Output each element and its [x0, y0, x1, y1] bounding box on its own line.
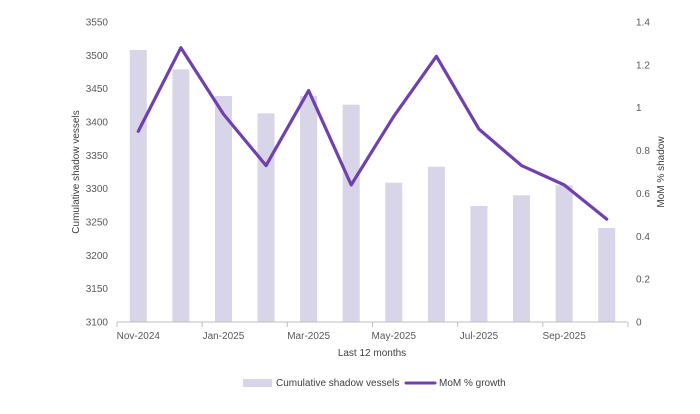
- y-left-tick-label: 3550: [86, 18, 109, 29]
- y-right-tick-label: 0.6: [636, 189, 650, 200]
- bar-feb-2025: [258, 113, 275, 322]
- legend-label-line: MoM % growth: [439, 378, 506, 389]
- y-left-axis-title: Cumulative shadow vessels: [71, 110, 82, 233]
- y-left-tick-label: 3450: [86, 84, 109, 95]
- y-left-tick-label: 3350: [86, 151, 109, 162]
- legend-swatch-bars: [243, 379, 272, 387]
- y-left-tick-label: 3300: [86, 184, 109, 195]
- y-left-tick-label: 3250: [86, 218, 109, 229]
- x-axis-title: Last 12 months: [338, 348, 406, 359]
- legend: Cumulative shadow vessels MoM % growth: [243, 378, 506, 389]
- y-right-tick-label: 1.4: [636, 18, 650, 29]
- y-left-ticks: 3100 3150 3200 3250 3300 3350 3400 3450 3500 3550: [86, 18, 109, 329]
- axes-layer: [117, 322, 628, 327]
- y-right-tick-label: 0: [636, 318, 642, 329]
- bar-mar-2025: [300, 96, 317, 322]
- x-tick-label: Jul-2025: [460, 331, 499, 342]
- bar-apr-2025: [343, 105, 360, 322]
- y-right-axis-title: MoM % shadow: [656, 136, 667, 208]
- y-left-tick-label: 3100: [86, 318, 109, 329]
- y-right-tick-label: 0.8: [636, 146, 650, 157]
- bar-may-2025: [385, 183, 402, 322]
- x-tick-label: Mar-2025: [287, 331, 330, 342]
- y-right-tick-label: 0.2: [636, 275, 650, 286]
- y-right-tick-label: 1.2: [636, 60, 650, 71]
- y-right-tick-label: 1: [636, 103, 642, 114]
- bar-jan-2025: [215, 96, 232, 322]
- bars-layer: [130, 50, 615, 322]
- line-layer: [138, 48, 606, 219]
- y-left-tick-label: 3150: [86, 284, 109, 295]
- bar-sep-2025: [556, 185, 573, 322]
- x-tick-label: Jan-2025: [203, 331, 245, 342]
- x-tick-label: Nov-2024: [117, 331, 161, 342]
- y-left-tick-label: 3500: [86, 51, 109, 62]
- mom-growth-line: [138, 48, 606, 219]
- bar-jul-2025: [470, 206, 487, 322]
- y-left-tick-label: 3400: [86, 118, 109, 129]
- bar-oct-2025: [598, 228, 615, 322]
- legend-label-bars: Cumulative shadow vessels: [276, 378, 399, 389]
- bar-aug-2025: [513, 195, 530, 322]
- y-right-ticks: 0 0.2 0.4 0.6 0.8 1 1.2 1.4: [636, 18, 650, 329]
- y-left-tick-label: 3200: [86, 251, 109, 262]
- x-tick-label: May-2025: [372, 331, 417, 342]
- y-right-tick-label: 0.4: [636, 232, 650, 243]
- x-ticks: Nov-2024 Jan-2025 Mar-2025 May-2025 Jul-2025…: [117, 331, 587, 342]
- x-tick-label: Sep-2025: [542, 331, 586, 342]
- bar-jun-2025: [428, 167, 445, 322]
- bar-nov-2024: [130, 50, 147, 322]
- bar-dec-2024: [172, 69, 189, 322]
